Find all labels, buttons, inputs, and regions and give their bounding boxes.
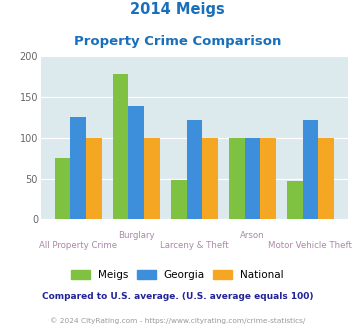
Legend: Meigs, Georgia, National: Meigs, Georgia, National bbox=[67, 266, 288, 284]
Bar bbox=[129, 106, 144, 219]
Bar bbox=[202, 138, 218, 219]
Bar bbox=[245, 138, 260, 219]
Text: Compared to U.S. average. (U.S. average equals 100): Compared to U.S. average. (U.S. average … bbox=[42, 292, 313, 301]
Bar bbox=[287, 181, 302, 219]
Bar bbox=[86, 138, 102, 219]
Bar bbox=[186, 120, 202, 219]
Bar bbox=[144, 138, 160, 219]
Text: All Property Crime: All Property Crime bbox=[39, 241, 118, 250]
Text: 2014 Meigs: 2014 Meigs bbox=[130, 2, 225, 16]
Text: Arson: Arson bbox=[240, 231, 265, 240]
Text: Motor Vehicle Theft: Motor Vehicle Theft bbox=[268, 241, 353, 250]
Bar bbox=[260, 138, 276, 219]
Bar bbox=[113, 74, 129, 219]
Bar bbox=[229, 138, 245, 219]
Bar bbox=[302, 120, 318, 219]
Bar bbox=[318, 138, 334, 219]
Text: Larceny & Theft: Larceny & Theft bbox=[160, 241, 229, 250]
Text: Burglary: Burglary bbox=[118, 231, 155, 240]
Bar bbox=[171, 180, 186, 219]
Text: © 2024 CityRating.com - https://www.cityrating.com/crime-statistics/: © 2024 CityRating.com - https://www.city… bbox=[50, 317, 305, 324]
Text: Property Crime Comparison: Property Crime Comparison bbox=[74, 35, 281, 48]
Bar bbox=[70, 116, 86, 219]
Bar bbox=[55, 158, 70, 219]
